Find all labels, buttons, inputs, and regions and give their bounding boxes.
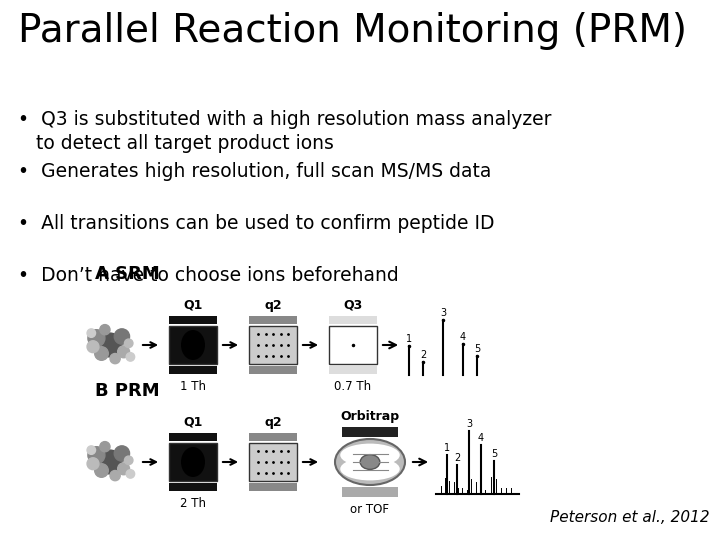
Bar	[169, 443, 217, 481]
Bar	[169, 366, 217, 374]
Ellipse shape	[181, 447, 205, 477]
Bar	[249, 366, 297, 374]
Text: or TOF: or TOF	[351, 503, 390, 516]
Text: Parallel Reaction Monitoring (PRM): Parallel Reaction Monitoring (PRM)	[18, 12, 687, 50]
Ellipse shape	[360, 455, 380, 469]
Bar	[329, 326, 377, 364]
Circle shape	[87, 458, 99, 470]
Circle shape	[110, 470, 120, 481]
Text: 2: 2	[420, 350, 426, 360]
Text: 5: 5	[491, 449, 497, 460]
Ellipse shape	[341, 443, 400, 467]
Circle shape	[117, 346, 130, 357]
Circle shape	[88, 447, 105, 464]
Text: Orbitrap: Orbitrap	[341, 410, 400, 423]
Ellipse shape	[181, 330, 205, 360]
Circle shape	[98, 450, 122, 474]
Bar	[169, 483, 217, 491]
Circle shape	[98, 333, 122, 357]
Circle shape	[87, 446, 96, 454]
Text: 2: 2	[454, 454, 460, 463]
Text: 2 Th: 2 Th	[180, 497, 206, 510]
Text: Q1: Q1	[184, 299, 203, 312]
Circle shape	[114, 329, 130, 344]
Circle shape	[100, 442, 110, 452]
Circle shape	[126, 470, 135, 478]
Text: 4: 4	[460, 332, 466, 342]
Circle shape	[114, 446, 130, 461]
Bar	[329, 366, 377, 374]
Text: 5: 5	[474, 343, 480, 354]
Bar	[169, 316, 217, 324]
Circle shape	[87, 341, 99, 353]
Circle shape	[100, 325, 110, 335]
Bar	[342, 427, 398, 437]
Circle shape	[110, 354, 120, 364]
Ellipse shape	[335, 439, 405, 485]
Bar	[249, 326, 297, 364]
Circle shape	[117, 463, 130, 475]
Text: Q1: Q1	[184, 416, 203, 429]
Circle shape	[125, 339, 133, 348]
Text: 4: 4	[478, 433, 484, 443]
Bar	[169, 433, 217, 441]
Text: •  Q3 is substituted with a high resolution mass analyzer
   to detect all targe: • Q3 is substituted with a high resoluti…	[18, 110, 552, 153]
Bar	[249, 483, 297, 491]
Text: q2: q2	[264, 299, 282, 312]
Text: •  Generates high resolution, full scan MS/MS data: • Generates high resolution, full scan M…	[18, 162, 491, 181]
Text: B PRM: B PRM	[95, 382, 160, 400]
Text: •  All transitions can be used to confirm peptide ID: • All transitions can be used to confirm…	[18, 214, 495, 233]
Circle shape	[95, 347, 108, 360]
Bar	[249, 433, 297, 441]
Bar	[249, 443, 297, 481]
Circle shape	[88, 330, 105, 347]
Text: 1: 1	[406, 334, 412, 344]
Text: 0.7 Th: 0.7 Th	[334, 380, 372, 393]
Ellipse shape	[341, 457, 400, 481]
Text: q2: q2	[264, 416, 282, 429]
Text: A SRM: A SRM	[95, 265, 160, 283]
Text: 3: 3	[440, 308, 446, 318]
Text: Q3: Q3	[343, 299, 363, 312]
Bar	[329, 316, 377, 324]
Text: 1 Th: 1 Th	[180, 380, 206, 393]
Bar	[342, 487, 398, 497]
Text: 3: 3	[466, 420, 472, 429]
Bar	[169, 326, 217, 364]
Text: Peterson et al., 2012: Peterson et al., 2012	[550, 510, 710, 525]
Circle shape	[87, 329, 96, 338]
Circle shape	[126, 353, 135, 361]
Text: 1: 1	[444, 443, 450, 453]
Circle shape	[95, 464, 108, 477]
Bar	[249, 316, 297, 324]
Text: •  Don’t have to choose ions beforehand: • Don’t have to choose ions beforehand	[18, 266, 399, 285]
Circle shape	[125, 456, 133, 464]
